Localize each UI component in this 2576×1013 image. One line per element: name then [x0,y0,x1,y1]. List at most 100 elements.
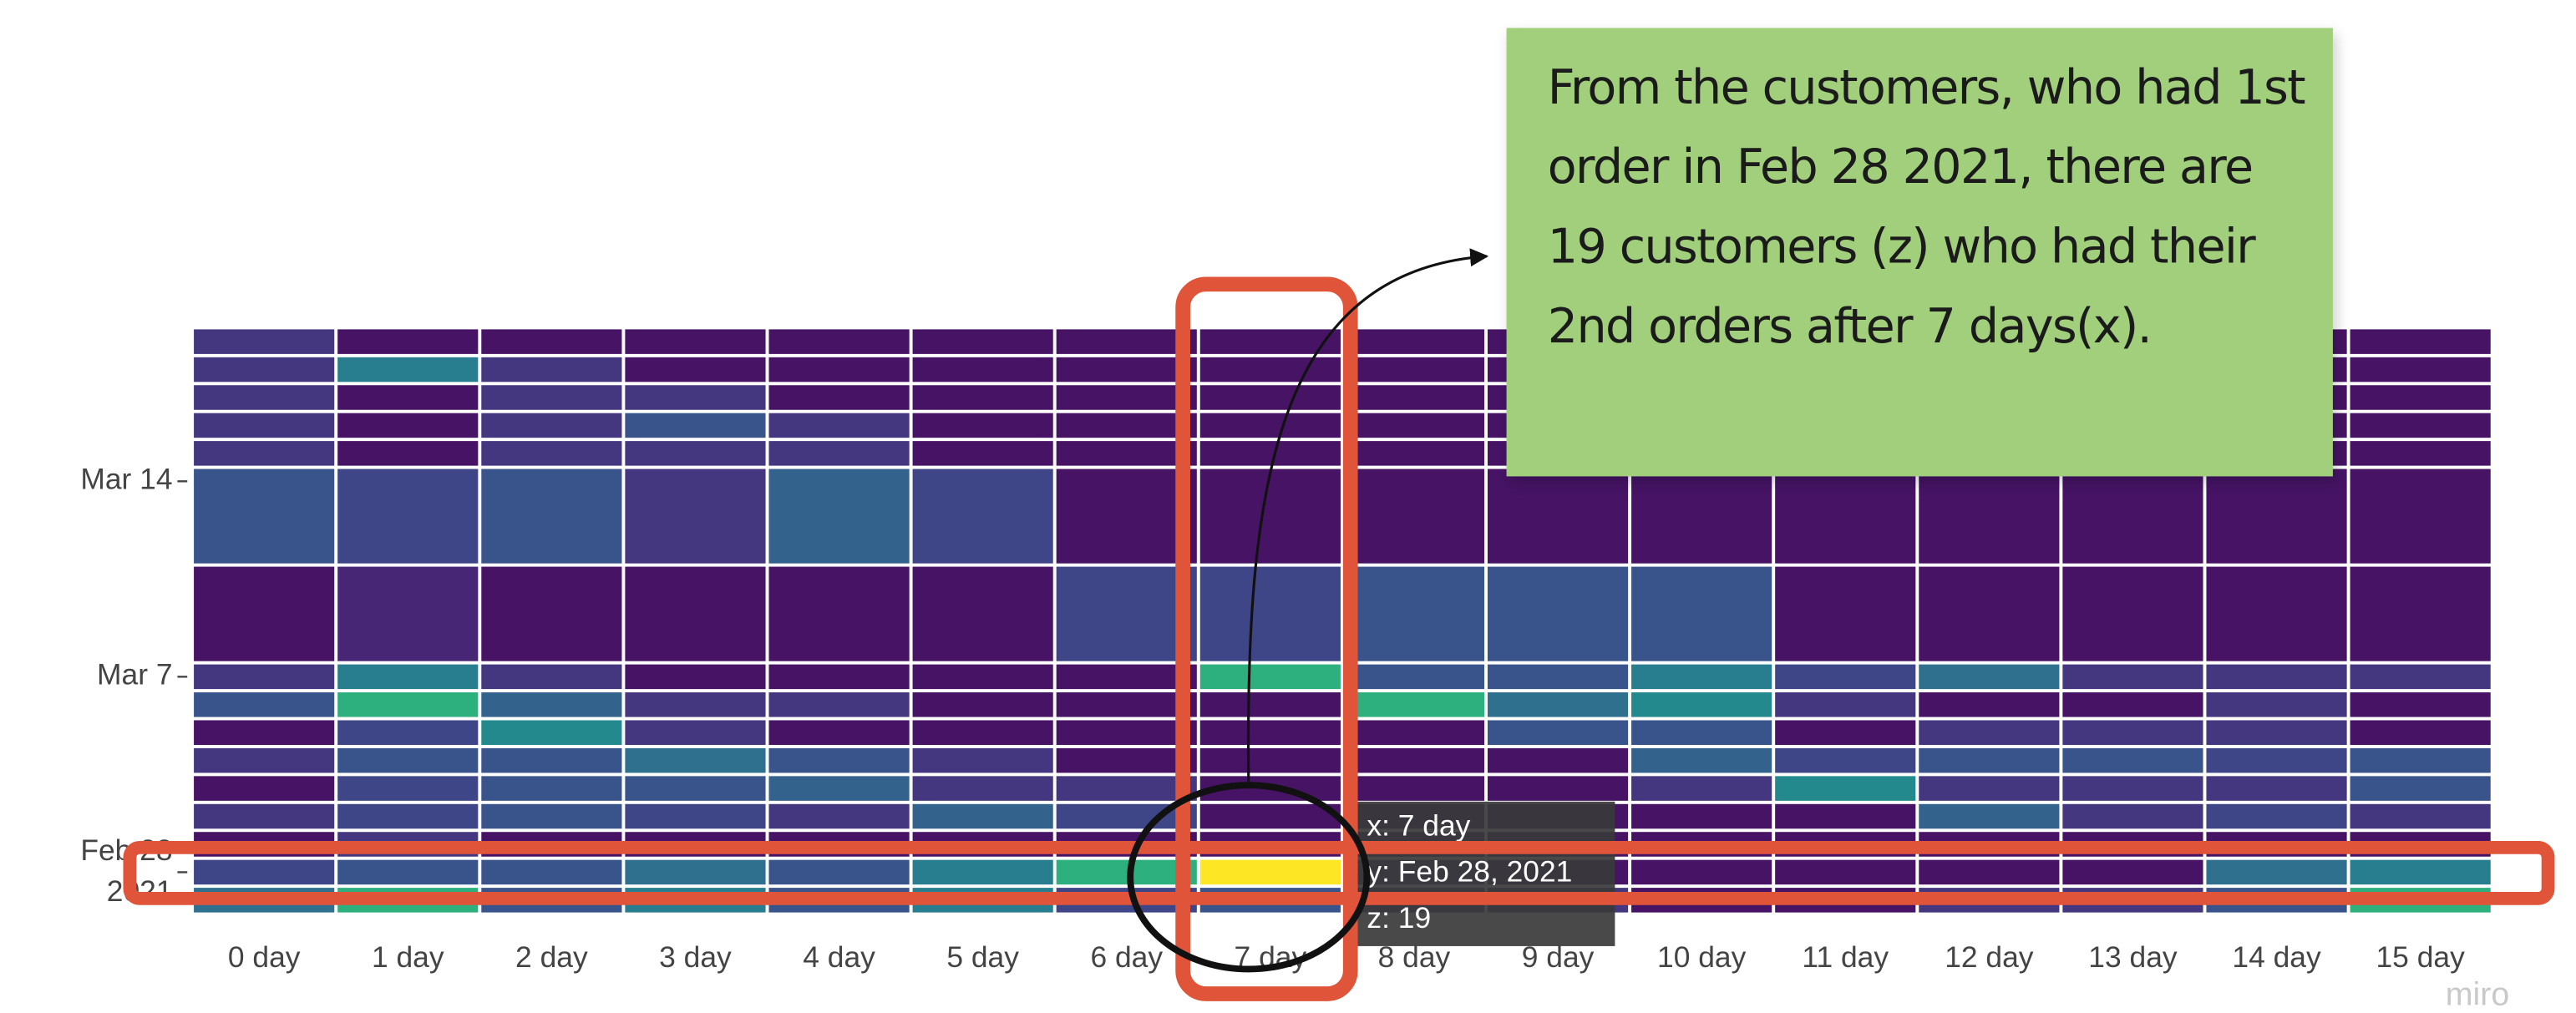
heatmap-cell [481,441,622,466]
x-tick-label: 6 day [1090,940,1163,974]
heatmap-cell [481,859,622,885]
heatmap-cell [194,803,335,829]
heatmap-cell [912,566,1053,661]
heatmap-cell [1199,664,1341,690]
heatmap-cell [194,469,335,564]
heatmap-cell [194,566,335,661]
heatmap-cell [481,385,622,410]
sticky-note [1506,28,2333,477]
heatmap-cell [1487,469,1629,564]
heatmap-cell [1056,664,1197,690]
heatmap-cell [625,385,766,410]
heatmap-cell [768,776,910,801]
heatmap-cell [481,692,622,717]
heatmap-cell [481,469,622,564]
heatmap-cell [625,664,766,690]
heatmap-cell [337,385,479,410]
heatmap-cell [2062,720,2203,745]
heatmap-cell [481,357,622,382]
heatmap-cell [2350,747,2491,773]
heatmap-cell [768,720,910,745]
heatmap-cell [194,747,335,773]
heatmap-cell [2206,803,2347,829]
heatmap-cell [1343,720,1485,745]
heatmap-cell [1775,469,1916,564]
heatmap-cell [337,720,479,745]
x-tick-label: 0 day [228,940,301,974]
heatmap-cell [1631,776,1772,801]
x-tick-label: 2 day [515,940,588,974]
heatmap-cell [1056,441,1197,466]
heatmap-cell [481,747,622,773]
heatmap-cell [1919,747,2060,773]
heatmap-cell [337,803,479,829]
heatmap-cell [194,385,335,410]
heatmap-cell [1199,357,1341,382]
heatmap-cell [1199,803,1341,829]
heatmap-cell [2206,469,2347,564]
heatmap-cell [194,441,335,466]
heatmap-cell [2350,385,2491,410]
heatmap-cell [768,413,910,438]
heatmap-cell [2062,747,2203,773]
heatmap-cell [337,692,479,717]
heatmap-cell [1056,329,1197,354]
heatmap-cell [2350,859,2491,885]
highlight-column [1175,276,1358,1001]
heatmap-cell [481,776,622,801]
heatmap-cell [768,385,910,410]
heatmap-cell [1775,664,1916,690]
heatmap-cell [337,329,479,354]
heatmap-cell [2206,720,2347,745]
heatmap-cell [1631,859,1772,885]
heatmap-cell [625,357,766,382]
heatmap-cell [1343,692,1485,717]
heatmap-cell [912,664,1053,690]
heatmap-cell [337,357,479,382]
heatmap-cell [1343,776,1485,801]
heatmap-cell [1056,413,1197,438]
heatmap-cell [1199,720,1341,745]
heatmap-cell [2350,720,2491,745]
heatmap-cell [481,329,622,354]
heatmap-cell [2206,747,2347,773]
heatmap-cell [1775,566,1916,661]
heatmap-cell [768,357,910,382]
heatmap-cell [768,692,910,717]
heatmap-cell [1487,776,1629,801]
heatmap-cell [194,720,335,745]
heatmap-cell [625,469,766,564]
heatmap-cell [2206,692,2347,717]
heatmap-cell [2062,664,2203,690]
heatmap-cell [481,413,622,438]
heatmap-cell [2350,357,2491,382]
heatmap-cell [1056,720,1197,745]
heatmap-cell [912,413,1053,438]
tooltip-line: z: 19 [1367,901,1431,934]
heatmap-cell [768,803,910,829]
highlight-circle [1127,782,1371,973]
x-tick-label: 12 day [1945,940,2034,974]
heatmap-cell [1919,692,2060,717]
heatmap-cell [1199,385,1341,410]
x-tick-label: 5 day [946,940,1019,974]
heatmap-cell [912,469,1053,564]
heatmap-cell [625,859,766,885]
x-tick-label: 11 day [1802,940,1889,974]
heatmap-cell [1199,469,1341,564]
heatmap-cell [194,357,335,382]
heatmap-cell [1775,747,1916,773]
heatmap-cell [1199,747,1341,773]
heatmap-cell [2062,776,2203,801]
heatmap-cell [625,747,766,773]
x-tick-label: 15 day [2376,940,2466,974]
heatmap-cell [1487,566,1629,661]
heatmap-cell [1919,566,2060,661]
x-tick-label: 3 day [659,940,732,974]
heatmap-cell [481,566,622,661]
heatmap-cell [1056,357,1197,382]
heatmap-cell [912,720,1053,745]
heatmap-cell [1487,692,1629,717]
